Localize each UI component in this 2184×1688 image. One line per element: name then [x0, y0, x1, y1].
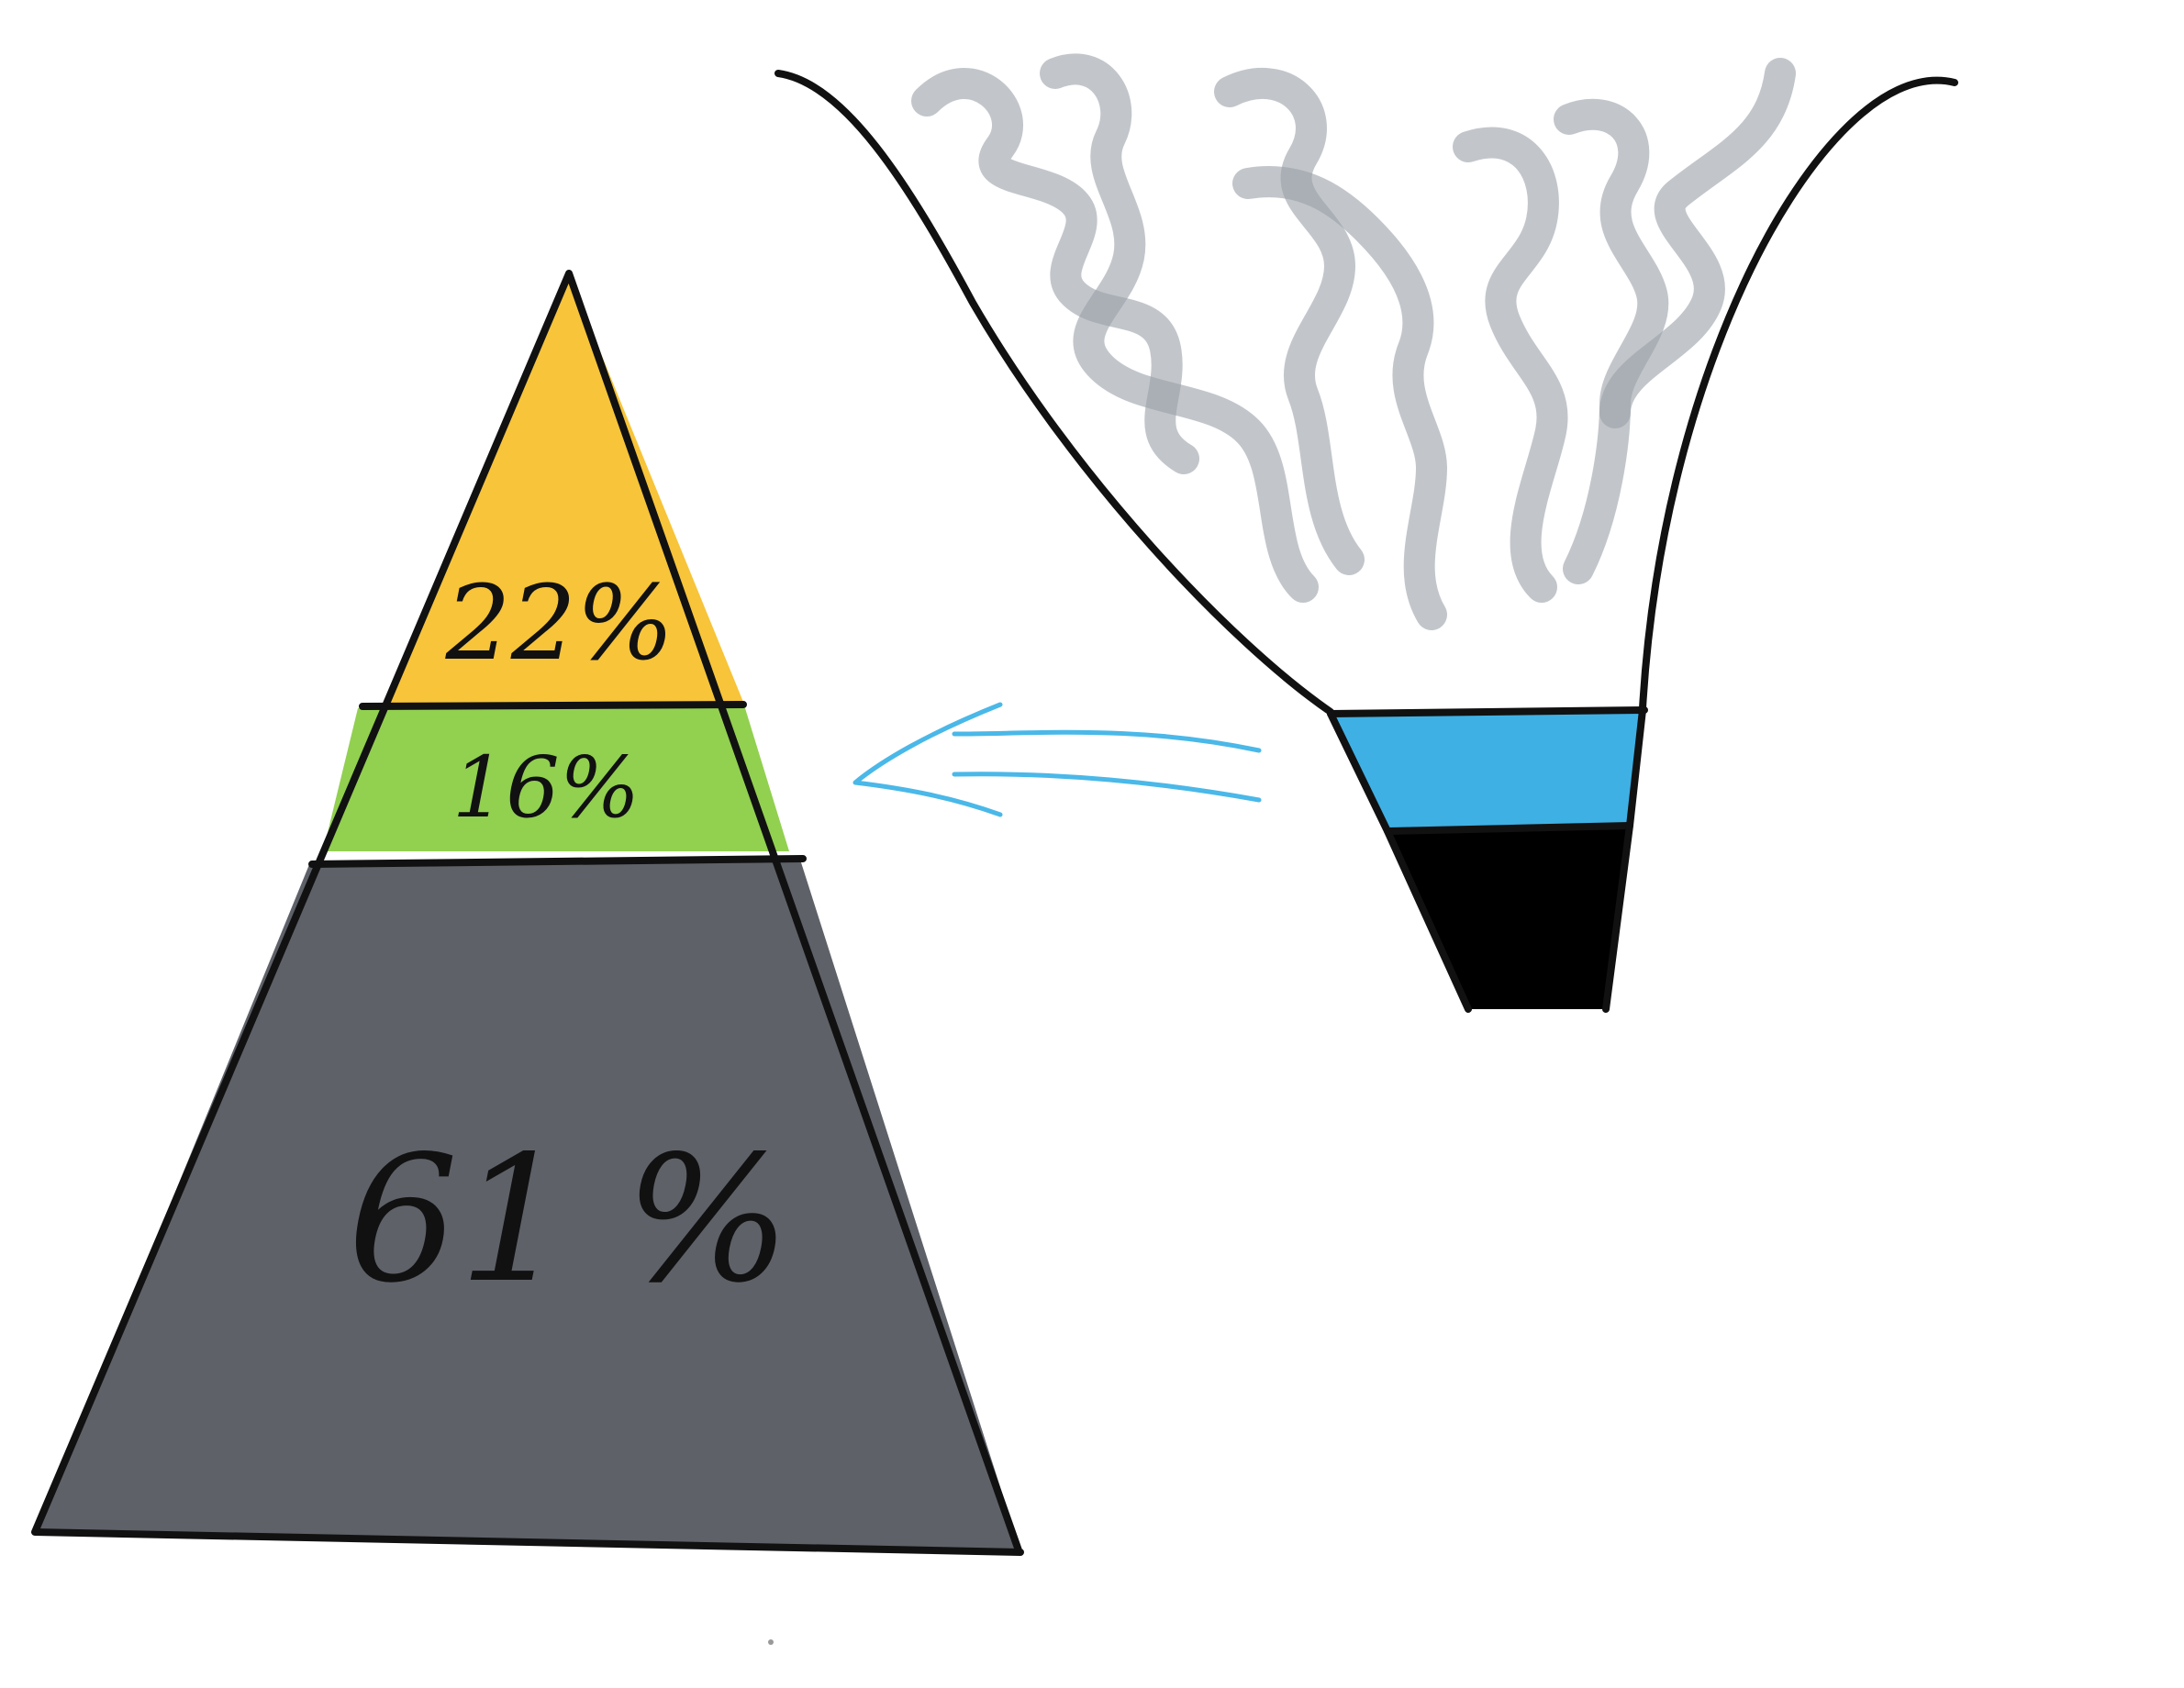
- funnel-walls-lower: [1327, 706, 1646, 1013]
- arrow-head: [852, 702, 1003, 817]
- pyramid-divider-lower: [308, 855, 807, 868]
- funnel-smoke: [911, 53, 1796, 630]
- funnel-divider-bottom: [1384, 822, 1633, 835]
- pyramid-label-top: 22%: [445, 564, 674, 683]
- pyramid-outline: [31, 270, 1024, 1556]
- funnel-outline-right: [1639, 76, 1958, 712]
- pyramid: 22% 16% 61 %: [31, 270, 1024, 1556]
- funnel: [774, 53, 1958, 1013]
- stray-dot: [768, 1639, 774, 1645]
- funnel-divider-top: [1327, 706, 1648, 717]
- funnel-outline: [774, 70, 1334, 716]
- arrow-left: [852, 702, 1262, 817]
- pyramid-divider-upper: [359, 701, 747, 710]
- pyramid-label-bottom: 61 %: [348, 1118, 791, 1321]
- arrow-shaft-lower: [952, 772, 1262, 803]
- pyramid-segment-bottom: [37, 860, 1020, 1550]
- pyramid-segment-middle: [323, 708, 789, 851]
- arrow-shaft-upper: [952, 729, 1262, 753]
- pyramid-label-middle: 16%: [452, 738, 640, 837]
- pyramid-segment-top: [385, 275, 745, 706]
- funnel-band-blue: [1331, 708, 1644, 829]
